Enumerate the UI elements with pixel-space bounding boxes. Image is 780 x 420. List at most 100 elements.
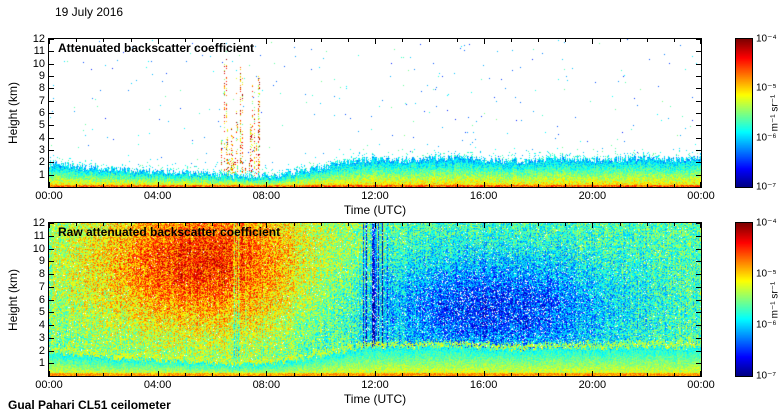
x-tick-label: 08:00 (252, 379, 281, 391)
y-tick-mark (49, 125, 54, 127)
colorbar-gradient (736, 39, 752, 187)
x-tick-mark (76, 184, 78, 187)
y-tick-mark (696, 312, 701, 314)
x-tick-mark (184, 223, 186, 226)
x-tick-mark (673, 184, 675, 187)
x-tick-mark (103, 184, 105, 187)
x-tick-mark (565, 223, 567, 226)
x-tick-label: 12:00 (361, 190, 389, 202)
y-tick-mark (49, 261, 54, 263)
x-tick-mark (429, 39, 431, 42)
y-tick-mark (696, 325, 701, 326)
x-tick-mark (157, 223, 159, 228)
y-tick-mark (696, 223, 701, 224)
y-tick-mark (696, 174, 701, 176)
colorbar-tick-label: 10⁻⁵ (756, 82, 777, 94)
x-tick-mark (673, 39, 675, 42)
x-tick-label: 20:00 (578, 379, 607, 391)
y-tick-mark (696, 235, 701, 237)
y-tick-label: 8 (38, 268, 45, 280)
x-tick-label: 04:00 (143, 379, 172, 391)
x-tick-label: 00:00 (687, 190, 715, 202)
y-tick-mark (696, 76, 701, 77)
y-tick-mark (696, 274, 701, 275)
x-tick-mark (130, 223, 132, 226)
y-tick-mark (696, 51, 701, 53)
x-tick-mark (565, 184, 567, 187)
x-tick-mark (673, 373, 675, 376)
y-tick-label: 7 (38, 280, 45, 293)
x-tick-mark (293, 184, 295, 187)
y-tick-label: 10 (32, 57, 45, 70)
x-tick-mark (266, 39, 268, 44)
x-tick-mark (619, 373, 621, 376)
x-tick-mark (429, 223, 431, 226)
y-tick-mark (49, 39, 54, 40)
y-tick-mark (696, 299, 701, 301)
y-tick-mark (696, 261, 701, 263)
x-tick-mark (375, 223, 376, 228)
x-tick-mark (402, 223, 404, 226)
y-tick-label: 8 (38, 82, 45, 95)
x-tick-mark (402, 39, 404, 42)
y-tick-mark (696, 162, 701, 164)
x-tick-label: 04:00 (143, 190, 172, 202)
attenuated-backscatter-panel: Attenuated backscatter coefficient Heigh… (6, 33, 715, 217)
y-tick-mark (696, 39, 701, 40)
x-tick-mark (646, 184, 648, 187)
x-tick-mark (646, 373, 648, 376)
x-tick-mark (239, 223, 241, 226)
x-tick-mark (565, 39, 567, 42)
colorbar-bottom: m⁻¹ sr⁻¹ 10⁻⁴ 10⁻⁵ 10⁻⁶ 10⁻⁷ (735, 218, 780, 382)
y-tick-label: 12 (32, 33, 45, 45)
x-tick-mark (347, 223, 349, 226)
x-tick-mark (592, 371, 594, 376)
x-tick-mark (347, 39, 349, 42)
x-tick-mark (49, 39, 50, 44)
y-tick-mark (49, 162, 54, 164)
y-tick-label: 6 (38, 107, 45, 119)
x-tick-mark (266, 182, 268, 187)
y-tick-mark (696, 286, 701, 288)
x-tick-mark (673, 223, 675, 226)
x-tick-mark (592, 39, 594, 44)
x-tick-mark (212, 184, 213, 187)
y-tick-label: 9 (38, 70, 45, 82)
x-tick-mark (375, 182, 376, 187)
time-axis-label: Time (UTC) (343, 203, 407, 217)
x-tick-mark (402, 373, 404, 376)
x-tick-mark (700, 371, 701, 376)
x-tick-mark (646, 223, 648, 226)
x-tick-mark (483, 223, 485, 228)
y-tick-mark (49, 325, 54, 326)
y-tick-label: 1 (38, 357, 45, 370)
y-tick-mark (49, 150, 54, 151)
y-tick-mark (696, 337, 701, 339)
colorbar-tick-label: 10⁻⁶ (756, 319, 777, 331)
y-tick-mark (49, 235, 54, 237)
instrument-label: Gual Pahari CL51 ceilometer (8, 398, 171, 412)
x-tick-mark (49, 371, 50, 376)
x-tick-mark (130, 184, 132, 187)
x-tick-mark (375, 371, 376, 376)
x-tick-mark (184, 184, 186, 187)
x-tick-mark (538, 184, 539, 187)
x-tick-mark (157, 182, 159, 187)
x-tick-label: 20:00 (578, 190, 607, 202)
y-tick-label: 11 (33, 229, 45, 242)
y-tick-mark (696, 125, 701, 127)
panel-title-attenuated: Attenuated backscatter coefficient (58, 41, 255, 55)
x-tick-label: 08:00 (252, 190, 281, 202)
x-tick-mark (103, 373, 105, 376)
y-tick-label: 5 (38, 306, 45, 319)
raw-backscatter-heatmap (49, 223, 701, 376)
colorbar-unit-label: m⁻¹ sr⁻¹ (769, 94, 780, 132)
attenuated-backscatter-heatmap (49, 39, 701, 187)
y-tick-mark (696, 137, 701, 139)
x-tick-mark (483, 371, 485, 376)
y-tick-label: 1 (38, 168, 45, 181)
x-tick-mark (510, 373, 512, 376)
y-tick-mark (696, 350, 701, 352)
colorbar-unit-label: m⁻¹ sr⁻¹ (769, 281, 780, 318)
y-tick-mark (49, 274, 54, 275)
